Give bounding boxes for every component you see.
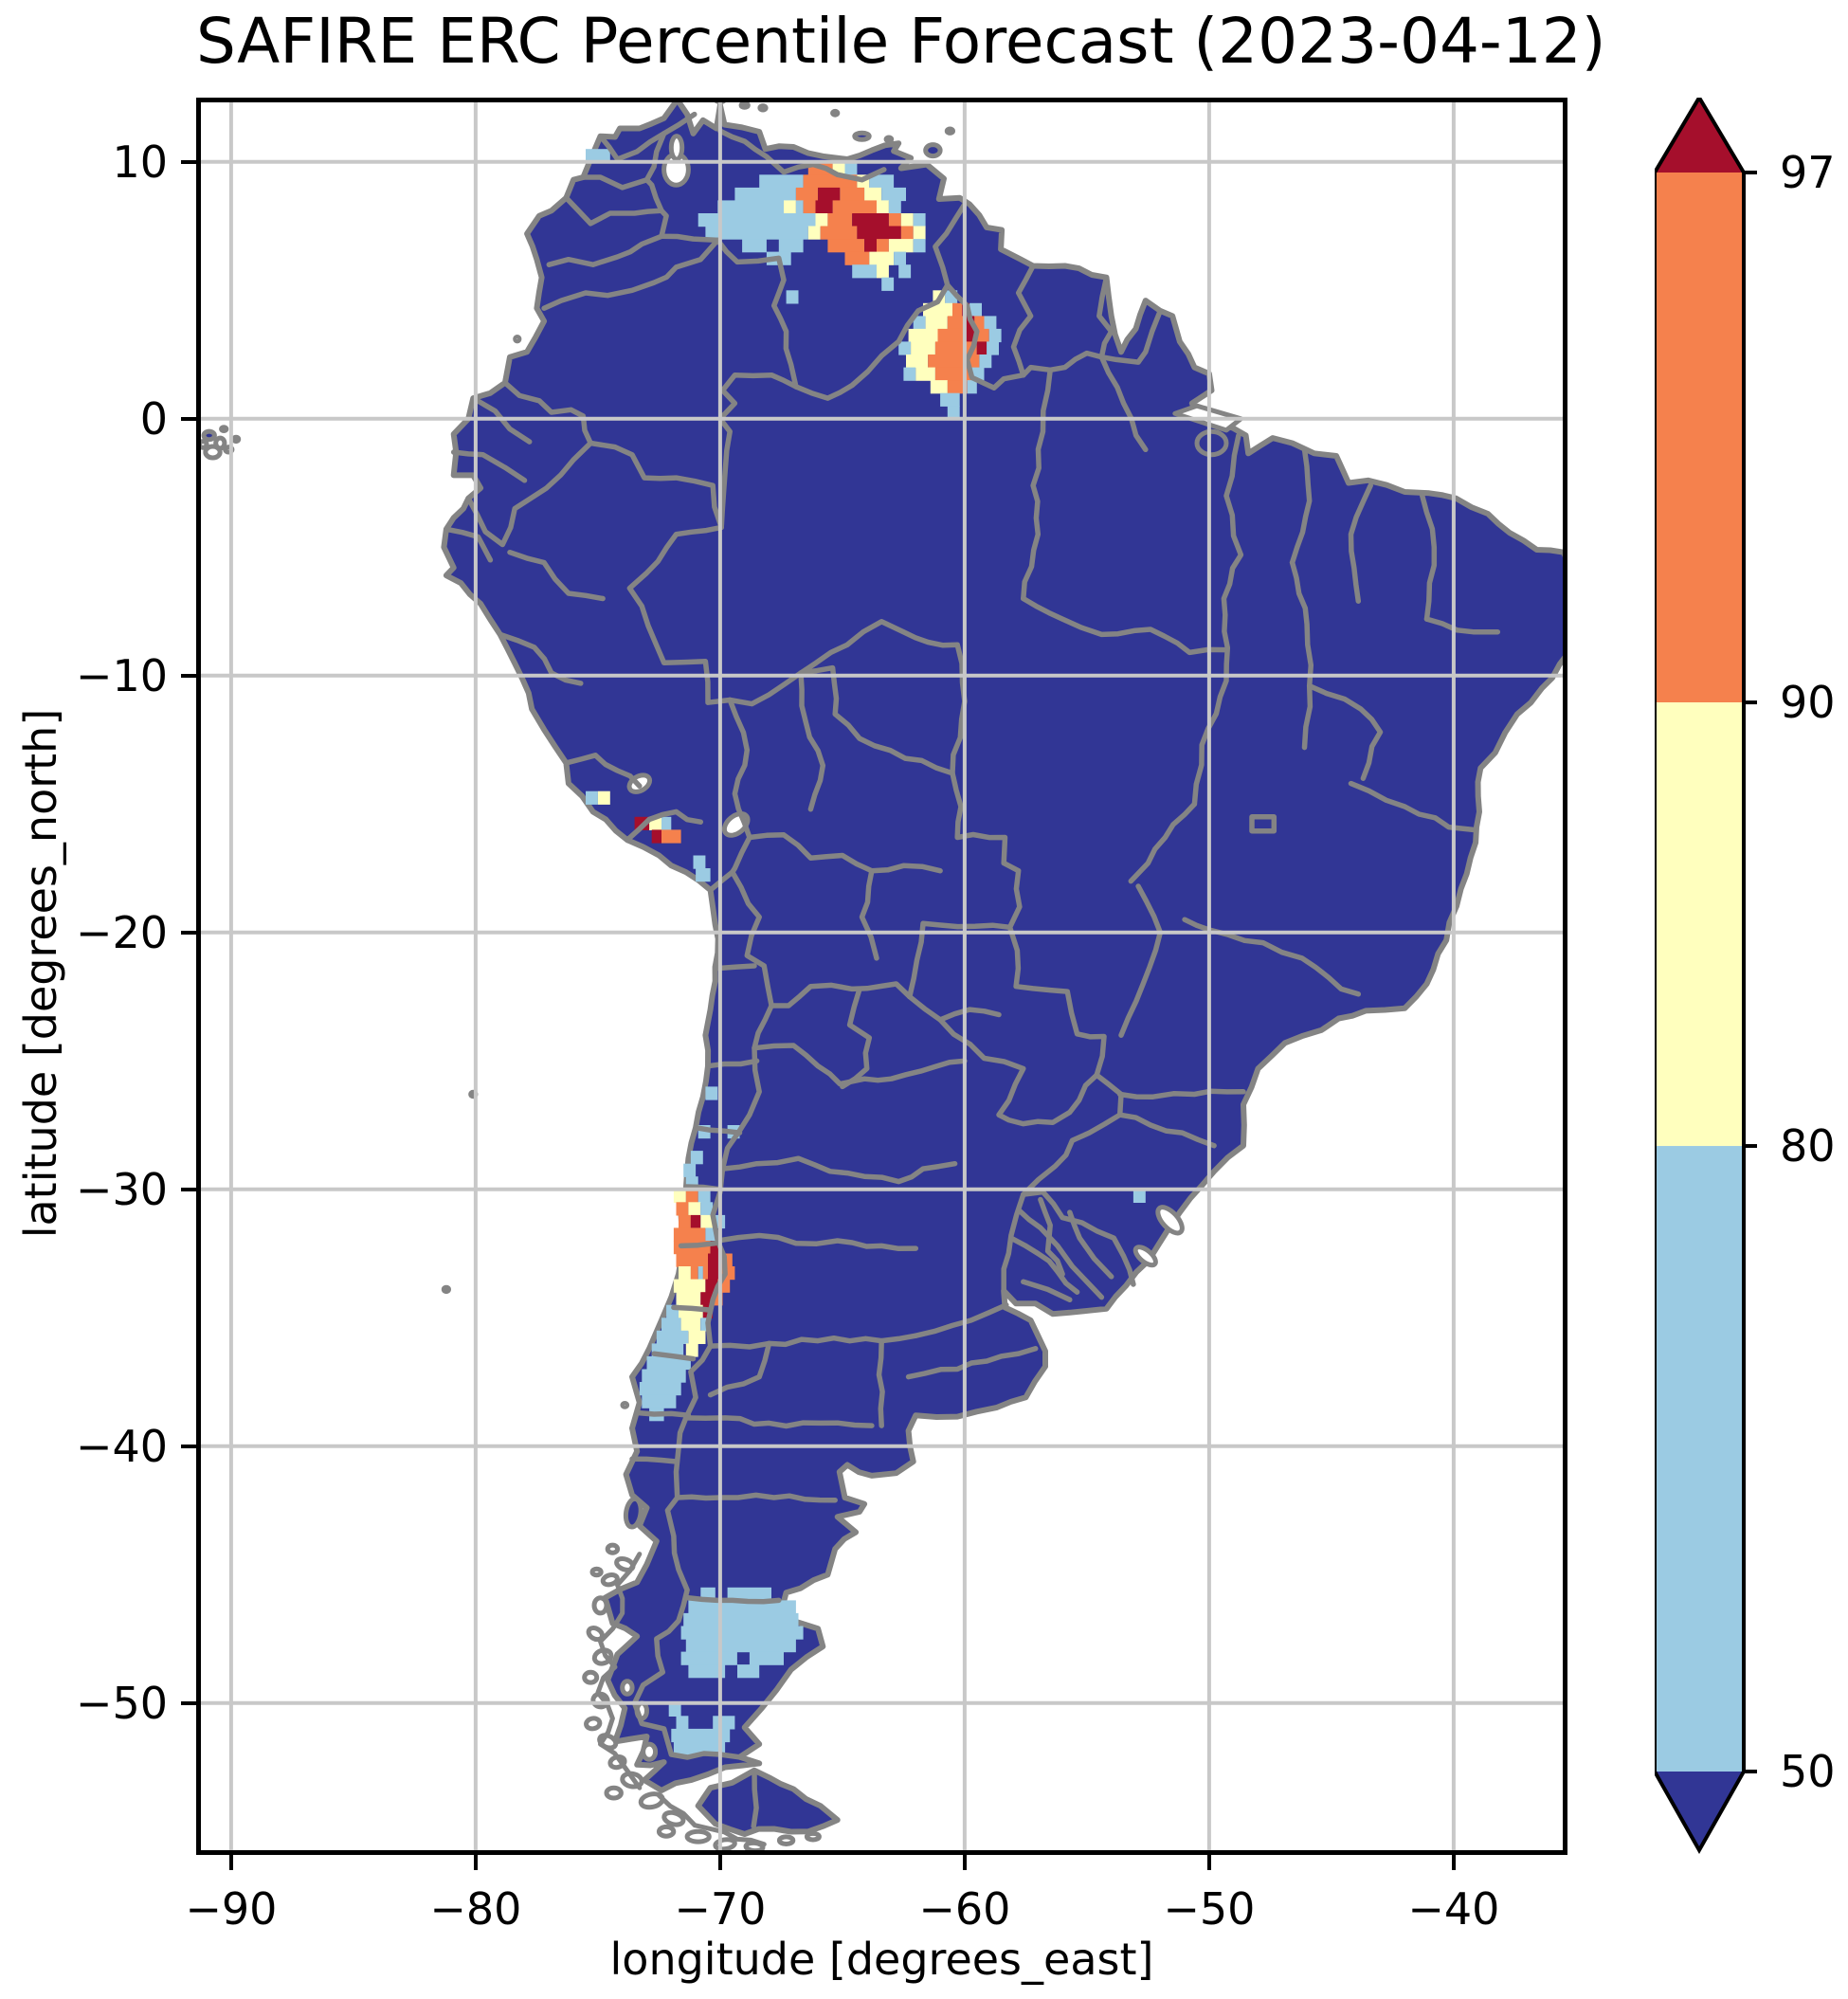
y-axis-label: latitude [degrees_north] bbox=[15, 708, 66, 1239]
x-tick-label: −90 bbox=[185, 1883, 278, 1935]
y-tick-label: 10 bbox=[112, 136, 168, 188]
x-tick-mark bbox=[473, 1855, 478, 1870]
y-tick-mark bbox=[181, 1700, 196, 1705]
x-tick-mark bbox=[962, 1855, 967, 1870]
y-tick-label: −10 bbox=[75, 649, 168, 701]
x-axis-label: longitude [degrees_east] bbox=[609, 1934, 1154, 1985]
colorbar-tick-label: 50 bbox=[1780, 1746, 1836, 1797]
y-tick-label: −30 bbox=[75, 1163, 168, 1215]
x-tick-label: −40 bbox=[1407, 1883, 1500, 1935]
y-tick-mark bbox=[181, 159, 196, 164]
x-tick-mark bbox=[1451, 1855, 1456, 1870]
map-canvas bbox=[196, 98, 1567, 1855]
colorbar-tick-label: 97 bbox=[1780, 147, 1836, 198]
y-tick-mark bbox=[181, 416, 196, 421]
x-tick-mark bbox=[1206, 1855, 1211, 1870]
x-tick-label: −80 bbox=[429, 1883, 522, 1935]
y-tick-mark bbox=[181, 930, 196, 935]
x-tick-label: −70 bbox=[674, 1883, 767, 1935]
colorbar-tick-label: 90 bbox=[1780, 677, 1836, 729]
y-tick-mark bbox=[181, 1187, 196, 1191]
x-tick-label: −50 bbox=[1163, 1883, 1256, 1935]
y-tick-label: −40 bbox=[75, 1420, 168, 1472]
colorbar-tick-label: 80 bbox=[1780, 1120, 1836, 1172]
colorbar-canvas bbox=[1653, 94, 1757, 1855]
x-tick-label: −60 bbox=[918, 1883, 1011, 1935]
colorbar bbox=[1653, 94, 1816, 1855]
x-tick-mark bbox=[717, 1855, 722, 1870]
y-tick-label: 0 bbox=[139, 392, 168, 445]
x-tick-mark bbox=[228, 1855, 233, 1870]
map-plot-area bbox=[196, 98, 1567, 1855]
y-tick-label: −20 bbox=[75, 906, 168, 958]
y-tick-mark bbox=[181, 673, 196, 678]
admin-borders bbox=[444, 111, 1501, 1829]
gridlines bbox=[196, 98, 1567, 1855]
figure-title: SAFIRE ERC Percentile Forecast (2023-04-… bbox=[196, 5, 1606, 78]
landmass bbox=[441, 98, 1567, 1837]
y-tick-mark bbox=[181, 1444, 196, 1448]
y-tick-label: −50 bbox=[75, 1677, 168, 1729]
